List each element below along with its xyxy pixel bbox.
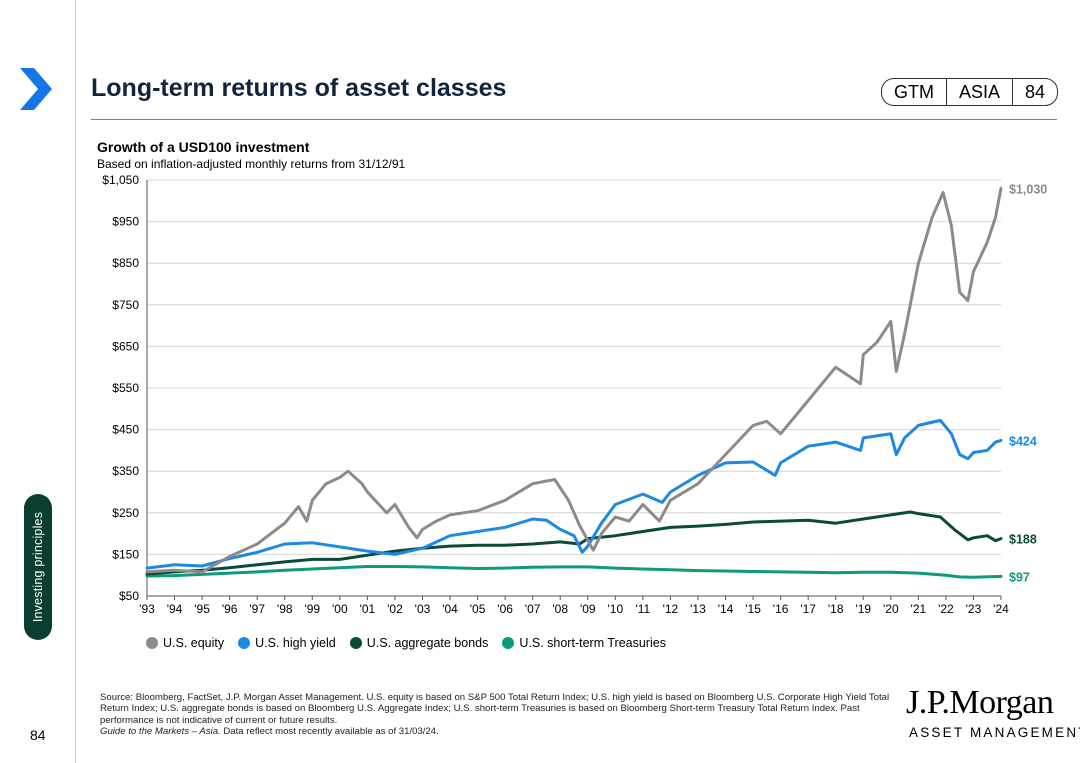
legend-item: U.S. short-term Treasuries	[502, 636, 666, 650]
y-tick-label: $750	[112, 298, 139, 312]
y-tick-label: $450	[112, 423, 139, 437]
x-tick-label: '17	[800, 602, 816, 616]
legend-label: U.S. short-term Treasuries	[519, 636, 666, 650]
source-note: Source: Bloomberg, FactSet, J.P. Morgan …	[100, 692, 890, 738]
page-title: Long-term returns of asset classes	[91, 74, 507, 102]
x-tick-label: '20	[883, 602, 899, 616]
legend-swatch	[349, 637, 362, 649]
x-tick-label: '01	[360, 602, 376, 616]
y-tick-label: $650	[112, 339, 139, 353]
y-tick-label: $150	[112, 547, 139, 561]
x-tick-label: '94	[167, 602, 183, 616]
asset-management-logo-text: ASSET MANAGEMENT	[909, 725, 1080, 740]
x-tick-label: '11	[635, 602, 650, 616]
x-tick-label: '00	[332, 602, 348, 616]
title-divider	[91, 119, 1057, 120]
legend-item: U.S. equity	[146, 636, 224, 650]
jpmorgan-logo: J.P.Morgan	[906, 684, 1054, 721]
end-value-label: $1,030	[1009, 182, 1047, 196]
chart-legend: U.S. equity U.S. high yield U.S. aggregate…	[146, 636, 680, 650]
x-tick-label: '09	[580, 602, 596, 616]
badge-region: ASIA	[946, 79, 1012, 105]
x-tick-label: '15	[745, 602, 761, 616]
source-text: Source: Bloomberg, FactSet, J.P. Morgan …	[100, 692, 890, 726]
x-tick-label: '12	[663, 602, 679, 616]
gtm-badge: GTM ASIA 84	[881, 78, 1059, 106]
chevron-right-icon	[20, 68, 52, 110]
x-tick-label: '02	[387, 602, 403, 616]
x-tick-label: '95	[194, 602, 210, 616]
y-tick-label: $950	[112, 215, 139, 229]
y-tick-label: $850	[112, 256, 139, 270]
legend-label: U.S. high yield	[255, 636, 336, 650]
section-tab[interactable]: Investing principles	[24, 494, 52, 640]
chart-subtitle: Based on inflation-adjusted monthly retu…	[97, 157, 406, 171]
legend-item: U.S. high yield	[238, 636, 336, 650]
y-tick-label: $250	[112, 506, 139, 520]
x-tick-label: '03	[415, 602, 431, 616]
x-tick-label: '13	[690, 602, 706, 616]
x-tick-label: '08	[552, 602, 568, 616]
x-tick-label: '96	[222, 602, 238, 616]
x-tick-label: '04	[442, 602, 458, 616]
x-tick-label: '14	[718, 602, 734, 616]
series-line-u-s-aggregate-bonds	[145, 510, 1003, 576]
x-tick-label: '07	[525, 602, 541, 616]
x-tick-label: '97	[249, 602, 265, 616]
x-tick-label: '93	[139, 602, 155, 616]
y-tick-label: $350	[112, 464, 139, 478]
data-note: Data reflect most recently available as …	[220, 726, 439, 738]
end-value-label: $424	[1009, 434, 1037, 448]
x-tick-label: '05	[470, 602, 486, 616]
y-tick-label: $50	[119, 589, 139, 603]
x-tick-label: '21	[911, 602, 927, 616]
x-tick-label: '23	[966, 602, 982, 616]
y-tick-label: $550	[112, 381, 139, 395]
x-tick-label: '99	[304, 602, 320, 616]
badge-gtm: GTM	[894, 82, 934, 102]
legend-label: U.S. aggregate bonds	[366, 636, 489, 650]
page-number: 84	[30, 727, 46, 743]
legend-label: U.S. equity	[163, 636, 225, 650]
legend-swatch	[502, 637, 515, 649]
x-tick-label: '98	[277, 602, 293, 616]
legend-swatch	[238, 637, 251, 649]
end-value-label: $188	[1009, 533, 1037, 547]
badge-page: 84	[1012, 79, 1057, 105]
x-tick-label: '10	[608, 602, 624, 616]
x-tick-label: '19	[855, 602, 871, 616]
legend-swatch	[146, 637, 158, 649]
legend-item: U.S. aggregate bonds	[349, 636, 489, 650]
x-tick-label: '22	[938, 602, 954, 616]
left-margin-rule	[75, 0, 76, 763]
x-tick-label: '18	[828, 602, 844, 616]
series-line-u-s-high-yield	[145, 418, 1003, 570]
chart-title: Growth of a USD100 investment	[97, 139, 310, 155]
guide-title: Guide to the Markets – Asia.	[100, 726, 221, 738]
x-tick-label: '16	[773, 602, 789, 616]
series-line-u-s-short-term-treasuries	[145, 565, 1003, 579]
series-line-u-s-equity	[145, 186, 1003, 574]
y-tick-label: $1,050	[102, 173, 139, 187]
end-value-label: $97	[1009, 570, 1030, 584]
x-tick-label: '06	[497, 602, 513, 616]
x-tick-label: '24	[993, 602, 1009, 616]
